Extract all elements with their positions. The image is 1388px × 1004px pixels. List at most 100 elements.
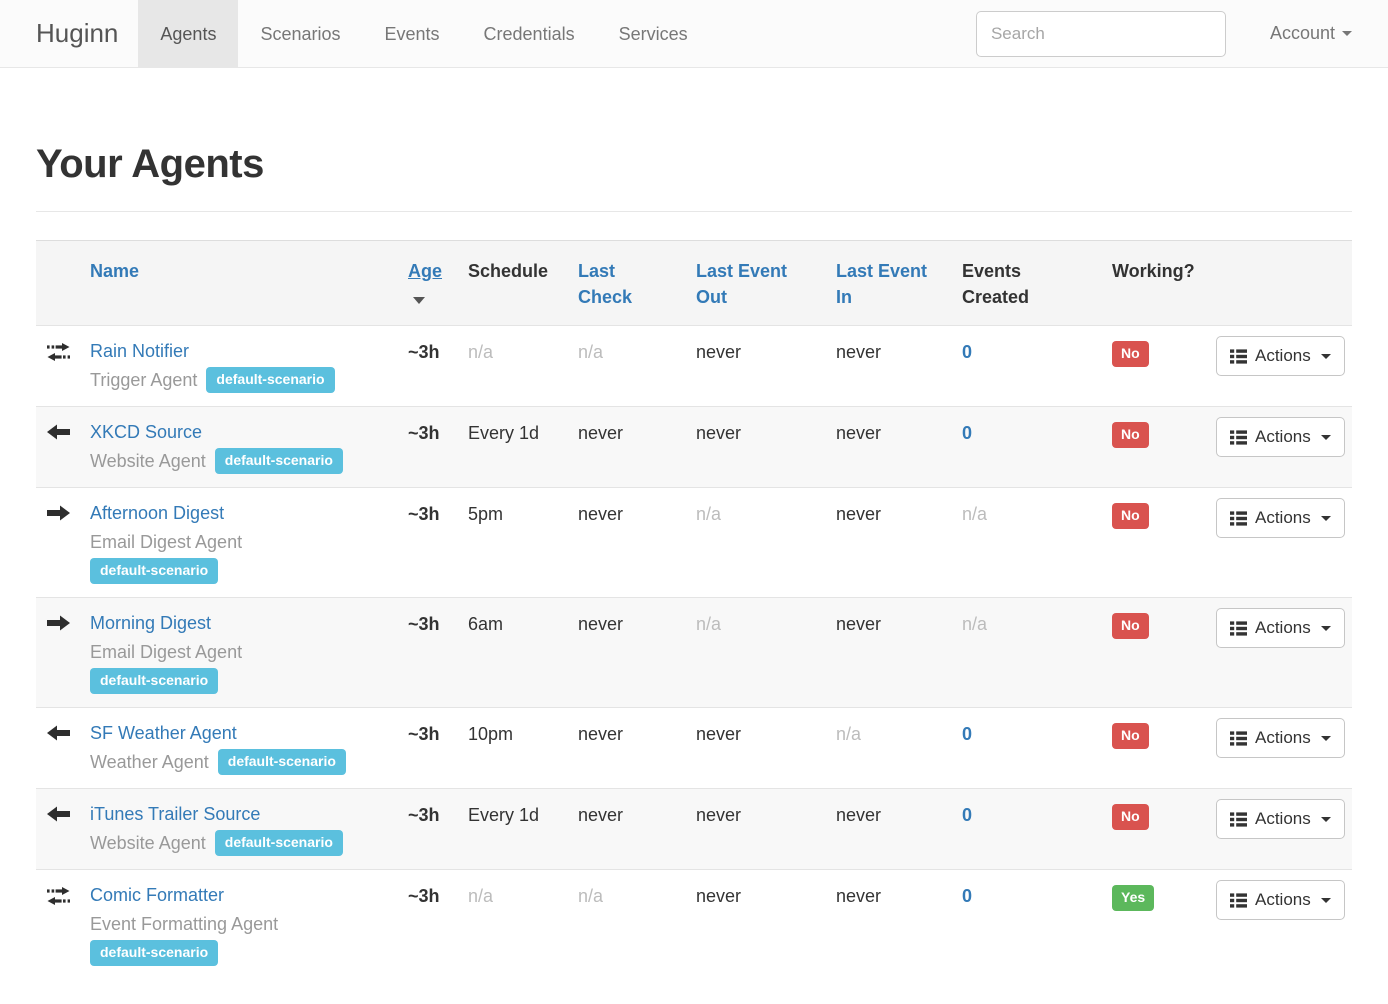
last-event-in-value: never <box>836 504 882 524</box>
agent-name-link[interactable]: Afternoon Digest <box>90 503 225 523</box>
brand-link[interactable]: Huginn <box>36 18 119 48</box>
table-row: Afternoon Digest Email Digest Agent defau… <box>36 487 1352 598</box>
scenario-badge[interactable]: default-scenario <box>217 749 346 775</box>
sort-desc-caret <box>413 297 425 304</box>
age-value: ~3h <box>408 504 440 524</box>
list-icon <box>1230 348 1247 364</box>
working-badge: No <box>1112 723 1149 749</box>
age-value: ~3h <box>408 614 440 634</box>
agent-name-link[interactable]: SF Weather Agent <box>90 723 237 743</box>
scenario-badge[interactable]: default-scenario <box>90 668 219 694</box>
list-icon <box>1230 811 1247 827</box>
schedule-value: Every 1d <box>468 423 540 443</box>
schedule-value: n/a <box>468 342 494 362</box>
events-created-link[interactable]: 0 <box>962 342 973 362</box>
last-event-in-value: never <box>836 423 882 443</box>
agents-table-body: Rain Notifier Trigger Agent default-scena… <box>36 325 1352 979</box>
age-value: ~3h <box>408 886 440 906</box>
nav-item-scenarios[interactable]: Scenarios <box>260 24 341 44</box>
last-check-value: never <box>578 724 624 744</box>
actions-button[interactable]: Actions <box>1216 718 1345 758</box>
working-badge: No <box>1112 503 1149 529</box>
sort-last-check-header[interactable]: Last Check <box>578 261 633 307</box>
working-badge: No <box>1112 804 1149 830</box>
agent-name-link[interactable]: XKCD Source <box>90 422 203 442</box>
table-row: SF Weather Agent Weather Agent default-sc… <box>36 707 1352 789</box>
search-input[interactable] <box>975 10 1226 57</box>
agent-type-label: Email Digest Agent <box>90 642 243 662</box>
agent-name-link[interactable]: Rain Notifier <box>90 341 190 361</box>
sort-last-event-out-header[interactable]: Last Event Out <box>696 261 788 307</box>
nav-item-credentials[interactable]: Credentials <box>483 24 575 44</box>
last-check-value: never <box>578 423 624 443</box>
nav-item-services[interactable]: Services <box>618 24 688 44</box>
table-row: iTunes Trailer Source Website Agent defau… <box>36 788 1352 870</box>
actions-button[interactable]: Actions <box>1216 880 1345 920</box>
actions-column-header <box>1214 241 1352 326</box>
sort-age-header[interactable]: Age <box>408 261 443 281</box>
title-divider <box>36 211 1352 212</box>
account-label: Account <box>1269 23 1335 43</box>
chevron-down-icon <box>1320 816 1331 822</box>
last-event-out-value: never <box>696 805 742 825</box>
last-event-out-value: never <box>696 423 742 443</box>
last-event-out-value: n/a <box>696 614 722 634</box>
events-created-link[interactable]: 0 <box>962 886 973 906</box>
chevron-down-icon <box>1320 625 1331 631</box>
scenario-badge[interactable]: default-scenario <box>206 367 335 393</box>
events-created-link[interactable]: 0 <box>962 805 973 825</box>
actions-button[interactable]: Actions <box>1216 498 1345 538</box>
last-event-out-value: never <box>696 886 742 906</box>
scenario-badge[interactable]: default-scenario <box>90 940 219 966</box>
chevron-down-icon <box>1320 735 1331 741</box>
last-check-value: n/a <box>578 342 604 362</box>
scenario-badge[interactable]: default-scenario <box>214 830 343 856</box>
sort-last-event-in-header[interactable]: Last Event In <box>836 261 928 307</box>
events-created-link[interactable]: 0 <box>962 724 973 744</box>
events-created-header: Events Created <box>962 261 1030 307</box>
list-icon <box>1230 730 1247 746</box>
age-value: ~3h <box>408 724 440 744</box>
last-event-out-value: never <box>696 342 742 362</box>
last-event-in-value: never <box>836 342 882 362</box>
age-value: ~3h <box>408 423 440 443</box>
top-navbar: Huginn Agents Scenarios Events Credentia… <box>0 0 1388 68</box>
exchange-icon <box>47 343 74 361</box>
agents-table: Name Age Schedule Last Check Last Event … <box>36 240 1352 979</box>
list-icon <box>1230 892 1247 908</box>
agent-type-label: Email Digest Agent <box>90 532 243 552</box>
table-header-row: Name Age Schedule Last Check Last Event … <box>36 240 1352 326</box>
account-menu[interactable]: Account <box>1270 23 1352 44</box>
list-icon <box>1230 510 1247 526</box>
agent-name-link[interactable]: Morning Digest <box>90 613 212 633</box>
chevron-down-icon <box>1320 353 1331 359</box>
scenario-badge[interactable]: default-scenario <box>90 558 219 584</box>
actions-button-label: Actions <box>1255 728 1311 747</box>
flow-column-header <box>36 241 82 326</box>
last-event-in-value: never <box>836 614 882 634</box>
scenario-badge[interactable]: default-scenario <box>214 448 343 474</box>
working-badge: Yes <box>1112 885 1155 911</box>
actions-button-label: Actions <box>1255 890 1311 909</box>
main-nav: Agents Scenarios Events Credentials Serv… <box>138 0 709 67</box>
agent-name-link[interactable]: iTunes Trailer Source <box>90 804 261 824</box>
last-check-value: n/a <box>578 886 604 906</box>
list-icon <box>1230 429 1247 445</box>
working-badge: No <box>1112 341 1149 367</box>
table-row: Rain Notifier Trigger Agent default-scena… <box>36 325 1352 407</box>
actions-button[interactable]: Actions <box>1216 417 1345 457</box>
sort-name-header[interactable]: Name <box>90 261 140 281</box>
nav-item-agents[interactable]: Agents <box>138 0 239 67</box>
table-row: Comic Formatter Event Formatting Agent de… <box>36 869 1352 979</box>
events-created-value: n/a <box>962 504 988 524</box>
navbar-right: Account <box>975 0 1388 67</box>
agent-name-link[interactable]: Comic Formatter <box>90 885 225 905</box>
nav-item-events[interactable]: Events <box>384 24 440 44</box>
arrow-right-icon <box>47 505 74 521</box>
agent-type-label: Weather Agent <box>90 752 209 772</box>
actions-button[interactable]: Actions <box>1216 799 1345 839</box>
events-created-value: n/a <box>962 614 988 634</box>
actions-button[interactable]: Actions <box>1216 336 1345 376</box>
events-created-link[interactable]: 0 <box>962 423 973 443</box>
actions-button[interactable]: Actions <box>1216 608 1345 648</box>
